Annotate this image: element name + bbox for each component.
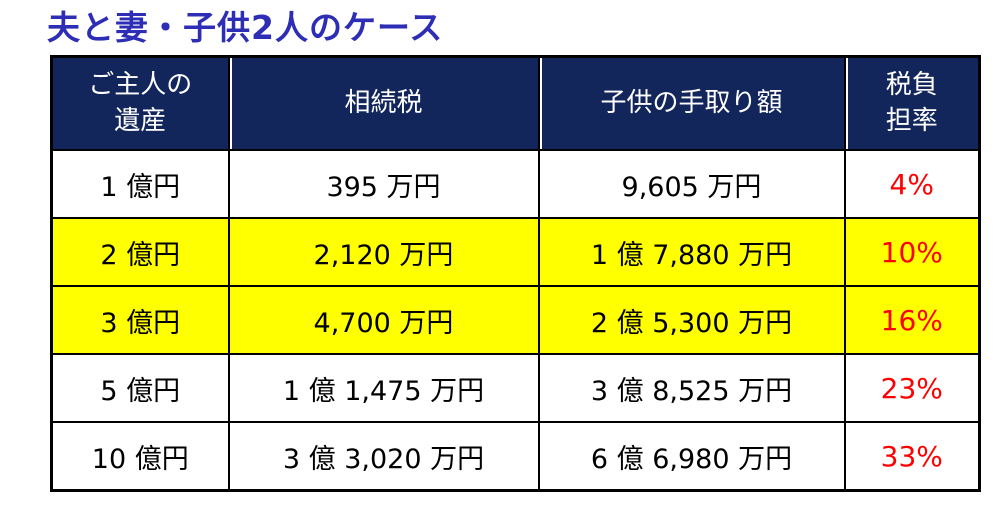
cell-children-net: 6 億 6,980 万円	[537, 421, 846, 492]
cell-estate: 2 億円	[50, 217, 230, 287]
header-estate: ご主人の 遺産	[50, 55, 230, 151]
inheritance-tax-table: ご主人の 遺産 相続税 子供の手取り額 税負 担率 1 億円 395 万円 9,…	[50, 55, 981, 492]
table-row: 3 億円 4,700 万円 2 億 5,300 万円 16%	[50, 285, 981, 355]
cell-children-net: 3 億 8,525 万円	[537, 353, 846, 423]
cell-estate: 5 億円	[50, 353, 230, 423]
table-row: 5 億円 1 億 1,475 万円 3 億 8,525 万円 23%	[50, 353, 981, 423]
page-title: 夫と妻・子供2人のケース	[47, 8, 444, 47]
header-tax-burden-rate: 税負 担率	[843, 55, 981, 151]
cell-tax-burden-rate: 33%	[843, 421, 981, 492]
cell-inheritance-tax: 4,700 万円	[227, 285, 540, 355]
cell-inheritance-tax: 395 万円	[227, 149, 540, 219]
table-row: 1 億円 395 万円 9,605 万円 4%	[50, 149, 981, 219]
header-row: ご主人の 遺産 相続税 子供の手取り額 税負 担率	[50, 55, 981, 151]
header-children-net: 子供の手取り額	[537, 55, 846, 151]
cell-tax-burden-rate: 4%	[843, 149, 981, 219]
cell-estate: 1 億円	[50, 149, 230, 219]
cell-inheritance-tax: 1 億 1,475 万円	[227, 353, 540, 423]
header-inheritance-tax: 相続税	[227, 55, 540, 151]
cell-children-net: 9,605 万円	[537, 149, 846, 219]
cell-tax-burden-rate: 23%	[843, 353, 981, 423]
cell-children-net: 1 億 7,880 万円	[537, 217, 846, 287]
table-row: 2 億円 2,120 万円 1 億 7,880 万円 10%	[50, 217, 981, 287]
cell-inheritance-tax: 3 億 3,020 万円	[227, 421, 540, 492]
cell-inheritance-tax: 2,120 万円	[227, 217, 540, 287]
cell-tax-burden-rate: 16%	[843, 285, 981, 355]
cell-tax-burden-rate: 10%	[843, 217, 981, 287]
cell-estate: 10 億円	[50, 421, 230, 492]
table-row: 10 億円 3 億 3,020 万円 6 億 6,980 万円 33%	[50, 421, 981, 492]
cell-estate: 3 億円	[50, 285, 230, 355]
cell-children-net: 2 億 5,300 万円	[537, 285, 846, 355]
